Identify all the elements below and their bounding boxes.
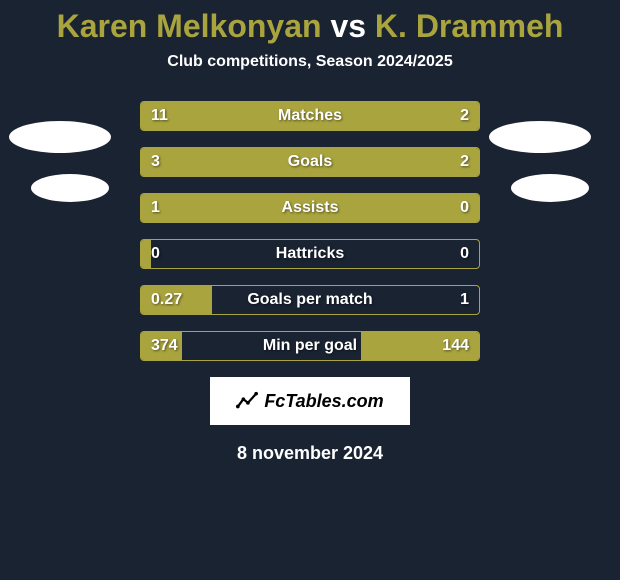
placeholder-ellipse bbox=[489, 121, 591, 153]
stat-value-left: 0.27 bbox=[151, 291, 182, 309]
stat-bar-left bbox=[141, 194, 151, 222]
stat-value-right: 2 bbox=[460, 153, 469, 171]
brand-text: FcTables.com bbox=[264, 391, 383, 412]
player2-name: K. Drammeh bbox=[375, 8, 564, 44]
brand-badge[interactable]: FcTables.com bbox=[210, 377, 410, 425]
stat-value-right: 1 bbox=[460, 291, 469, 309]
stat-value-right: 0 bbox=[460, 199, 469, 217]
stat-value-right: 144 bbox=[442, 337, 469, 355]
stat-row: 374 144 Min per goal bbox=[140, 331, 480, 361]
stat-value-left: 11 bbox=[151, 107, 168, 125]
placeholder-ellipse bbox=[511, 174, 589, 202]
date-text: 8 november 2024 bbox=[0, 443, 620, 464]
comparison-title: Karen Melkonyan vs K. Drammeh bbox=[0, 0, 620, 45]
stats-panel: 11 2 Matches 3 2 Goals 1 0 Assists 0 0 Hattricks 0.2… bbox=[140, 101, 480, 361]
stat-value-left: 1 bbox=[151, 199, 160, 217]
stat-value-left: 3 bbox=[151, 153, 160, 171]
subtitle: Club competitions, Season 2024/2025 bbox=[0, 53, 620, 71]
stat-label: Hattricks bbox=[276, 245, 344, 263]
stat-value-left: 0 bbox=[151, 245, 160, 263]
stat-row: 0 0 Hattricks bbox=[140, 239, 480, 269]
placeholder-ellipse bbox=[9, 121, 111, 153]
stat-label: Matches bbox=[278, 107, 342, 125]
stat-label: Min per goal bbox=[263, 337, 357, 355]
stat-value-right: 2 bbox=[460, 107, 469, 125]
stat-row: 3 2 Goals bbox=[140, 147, 480, 177]
stat-value-left: 374 bbox=[151, 337, 178, 355]
stat-bar-left bbox=[141, 102, 405, 130]
stat-row: 0.27 1 Goals per match bbox=[140, 285, 480, 315]
stat-row: 11 2 Matches bbox=[140, 101, 480, 131]
vs-text: vs bbox=[330, 8, 366, 44]
stat-label: Goals bbox=[288, 153, 332, 171]
stat-row: 1 0 Assists bbox=[140, 193, 480, 223]
placeholder-ellipse bbox=[31, 174, 109, 202]
stat-value-right: 0 bbox=[460, 245, 469, 263]
player1-name: Karen Melkonyan bbox=[57, 8, 322, 44]
stat-label: Goals per match bbox=[247, 291, 372, 309]
brand-icon bbox=[236, 390, 258, 412]
stat-bar-left bbox=[141, 240, 151, 268]
stat-label: Assists bbox=[282, 199, 339, 217]
